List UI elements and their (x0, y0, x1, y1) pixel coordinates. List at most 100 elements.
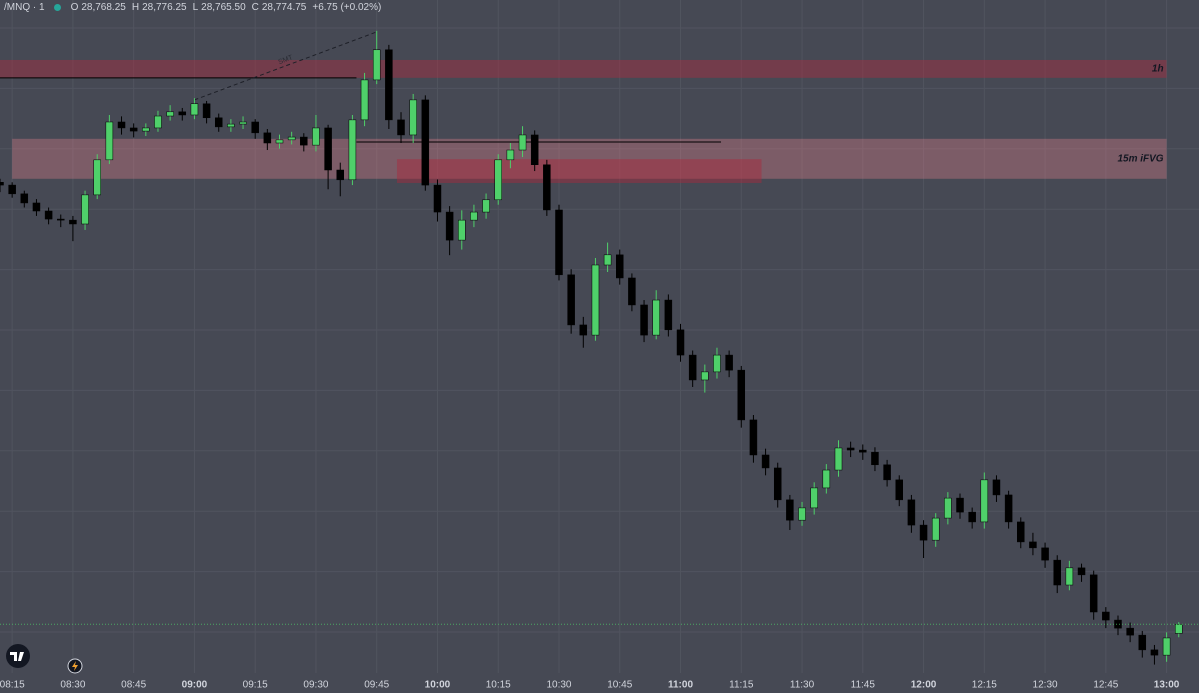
x-tick-label: 11:00 (668, 680, 693, 691)
status-dot (53, 4, 61, 11)
candle-body (470, 211, 478, 221)
x-tick-label: 13:00 (1154, 680, 1180, 691)
candle-body (846, 447, 855, 451)
x-tick-label: 08:30 (60, 680, 85, 691)
candle-body (1029, 541, 1037, 549)
smt-line (194, 31, 377, 101)
candle-body (300, 136, 308, 146)
ohlc-key: L (192, 2, 199, 13)
ohlc-key: C (251, 2, 259, 13)
candle-body (409, 99, 417, 136)
candle-body (178, 111, 187, 116)
candle-body (506, 149, 515, 161)
candle-body (956, 497, 964, 513)
candle-body (348, 119, 357, 181)
candle-body (701, 371, 709, 381)
candle-body (494, 159, 502, 201)
candle-body (591, 264, 600, 336)
candle-body (980, 479, 989, 523)
candle-body (117, 121, 126, 129)
candle-body (372, 49, 381, 81)
candle-body (20, 193, 29, 204)
candle-body (166, 111, 174, 117)
candle-body (482, 199, 490, 213)
candle-body (336, 169, 345, 181)
candle-body (895, 479, 903, 501)
candle-body (287, 136, 296, 141)
candle-body (385, 49, 393, 121)
x-tick-label: 09:00 (182, 680, 208, 691)
candle-body (445, 211, 454, 241)
x-tick-label: 09:45 (364, 680, 389, 691)
x-tick-label: 11:15 (729, 680, 754, 691)
candle-body (859, 449, 867, 453)
candle-body (992, 479, 1001, 496)
ohlc-value: 28,768.25 (81, 2, 126, 13)
x-tick-label: 11:30 (790, 680, 815, 691)
candle-body (1053, 559, 1061, 586)
candle-body (93, 159, 101, 196)
candle-body (239, 121, 247, 125)
candle-body (190, 103, 199, 116)
candle-body (749, 419, 758, 456)
candle-body (810, 487, 818, 509)
candle-body (1065, 567, 1074, 586)
symbol-header: /MNQ · 1 O 28,768.25 H 28,776.25 L 28,765.50 C… (4, 2, 381, 13)
candle-body (1089, 574, 1098, 613)
candle-body (1126, 627, 1134, 636)
candle-body (518, 134, 527, 151)
candle-body (725, 354, 733, 371)
candle-body (1077, 567, 1086, 576)
candle-body (530, 134, 539, 165)
candle-body (312, 127, 320, 146)
x-tick-label: 08:15 (0, 680, 25, 691)
replay-icon[interactable] (67, 658, 83, 674)
candle-body (1041, 547, 1049, 561)
candle-body (883, 464, 891, 481)
candle-body (105, 121, 114, 161)
candle-body (555, 209, 563, 276)
candle-body (944, 497, 952, 519)
x-tick-label: 10:15 (486, 680, 511, 691)
candle-body (32, 202, 41, 212)
candle-body (1162, 637, 1171, 656)
x-tick-label: 09:30 (303, 680, 328, 691)
x-tick-label: 08:45 (121, 680, 146, 691)
candle-body (871, 451, 879, 466)
candle-body (773, 467, 782, 501)
x-tick-label: 10:00 (425, 680, 451, 691)
x-tick-label: 12:15 (972, 680, 997, 691)
candle-body (1174, 624, 1183, 634)
candle-body (458, 219, 466, 241)
ohlc-value: 28,765.50 (201, 2, 246, 13)
candle-body (822, 469, 831, 489)
candle-body (1017, 521, 1025, 543)
candle-body (968, 511, 976, 523)
zone-label: 1h (1152, 64, 1164, 75)
candle-body (640, 304, 648, 336)
x-tick-label: 12:00 (911, 680, 937, 691)
smt-label: SMT (278, 54, 295, 66)
candle-body (324, 127, 332, 171)
ohlc-key: O (70, 2, 79, 13)
tv-logo (6, 644, 30, 668)
candle-body (919, 524, 928, 541)
candle-body (1114, 619, 1122, 629)
candle-body (57, 218, 65, 221)
zone (12, 138, 1167, 179)
candle-body (69, 219, 77, 225)
x-tick-label: 09:15 (243, 680, 268, 691)
x-tick-label: 12:30 (1033, 680, 1058, 691)
candle-body (786, 499, 794, 521)
candle-body (251, 121, 259, 134)
candle-body (44, 210, 53, 220)
candle-body (1102, 611, 1110, 621)
candle-body (834, 447, 843, 471)
candle-body (713, 354, 721, 373)
candle-body (737, 369, 746, 421)
candle-body (664, 299, 673, 331)
candle-body (81, 194, 89, 225)
candle-body (543, 164, 551, 211)
symbol[interactable]: /MNQ · 1 (4, 2, 45, 13)
